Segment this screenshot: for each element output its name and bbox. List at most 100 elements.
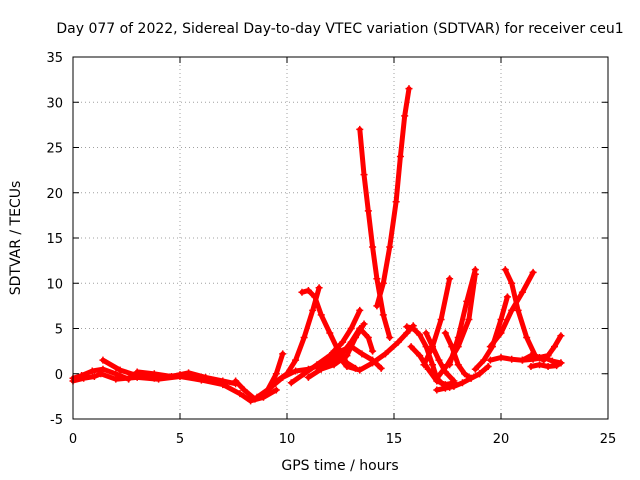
data-point	[444, 361, 451, 369]
data-point	[424, 365, 432, 373]
data-point	[373, 275, 381, 283]
data-point	[283, 370, 291, 378]
data-point	[465, 315, 473, 323]
series-trace-22	[441, 329, 484, 382]
data-point	[480, 356, 488, 364]
data-point	[446, 275, 454, 283]
series-trace-2	[69, 365, 133, 383]
data-point	[471, 270, 479, 278]
data-point	[433, 386, 441, 394]
data-point	[304, 373, 312, 381]
data-point	[435, 356, 443, 364]
data-point	[518, 288, 526, 296]
data-point	[292, 356, 300, 364]
data-point	[527, 352, 535, 360]
data-point	[486, 343, 494, 351]
data-point	[527, 363, 535, 371]
data-point	[536, 353, 544, 361]
data-point	[300, 334, 308, 342]
data-point	[304, 286, 312, 294]
y-tick-label: 35	[46, 51, 63, 66]
data-point	[394, 338, 402, 346]
series-trace-19	[422, 329, 458, 385]
data-point	[403, 329, 411, 337]
x-tick-label: 20	[493, 432, 510, 447]
data-point	[356, 125, 364, 133]
data-point	[313, 361, 321, 369]
data-point	[116, 366, 124, 374]
data-point	[125, 375, 133, 383]
data-point	[99, 365, 107, 373]
data-point	[381, 350, 389, 358]
data-point	[379, 311, 387, 319]
data-point	[401, 112, 409, 120]
data-point	[369, 243, 377, 251]
data-point	[167, 372, 175, 380]
data-point	[529, 268, 537, 276]
data-point	[112, 370, 120, 378]
data-point	[315, 284, 323, 292]
data-point	[508, 355, 516, 363]
data-point	[369, 347, 377, 355]
data-point	[503, 293, 511, 301]
data-point	[514, 306, 522, 314]
data-point	[330, 347, 338, 355]
data-point	[240, 386, 248, 394]
data-point	[266, 384, 274, 392]
data-point	[454, 361, 462, 369]
y-tick-label: 20	[46, 187, 63, 202]
data-point	[409, 325, 417, 332]
data-point	[429, 361, 437, 369]
data-point	[358, 350, 366, 358]
data-point	[232, 377, 240, 385]
data-point	[461, 370, 469, 378]
data-point	[403, 323, 411, 331]
data-point	[356, 366, 364, 374]
data-point	[311, 293, 319, 301]
data-point	[422, 343, 430, 351]
series-line	[271, 285, 322, 386]
data-point	[360, 171, 368, 179]
data-point	[364, 207, 372, 215]
data-point	[88, 367, 96, 375]
data-point	[351, 334, 359, 342]
data-point	[422, 329, 430, 337]
data-point	[236, 390, 244, 398]
series-trace-28	[527, 359, 565, 371]
data-point	[518, 356, 526, 364]
data-point	[557, 332, 565, 340]
series-line	[421, 276, 453, 368]
data-point	[90, 372, 98, 380]
series-trace-13	[304, 320, 368, 381]
data-point	[386, 334, 394, 342]
x-tick-label: 25	[600, 432, 617, 447]
data-point	[279, 350, 287, 358]
data-point	[544, 352, 552, 360]
data-point	[377, 364, 385, 372]
data-point	[347, 325, 355, 332]
data-point	[270, 379, 278, 387]
series-trace-29	[407, 343, 458, 389]
data-point	[287, 379, 295, 387]
data-point	[317, 365, 325, 373]
x-axis-label: GPS time / hours	[281, 458, 398, 474]
series-line	[305, 321, 367, 380]
data-point	[476, 370, 484, 378]
data-point	[78, 372, 86, 380]
data-point	[497, 329, 505, 337]
data-point	[386, 243, 394, 251]
series-trace-21	[433, 270, 479, 382]
data-point	[486, 356, 494, 364]
y-tick-label: 25	[46, 142, 63, 157]
data-point	[407, 343, 415, 351]
data-point	[523, 334, 531, 342]
data-point	[343, 352, 351, 360]
data-point	[557, 359, 565, 367]
series-trace-9	[287, 306, 364, 387]
data-point	[396, 153, 404, 161]
data-point	[429, 343, 437, 351]
data-point	[484, 363, 492, 371]
series-trace-4	[133, 368, 240, 388]
series-trace-7	[270, 284, 323, 387]
data-point	[300, 370, 308, 378]
